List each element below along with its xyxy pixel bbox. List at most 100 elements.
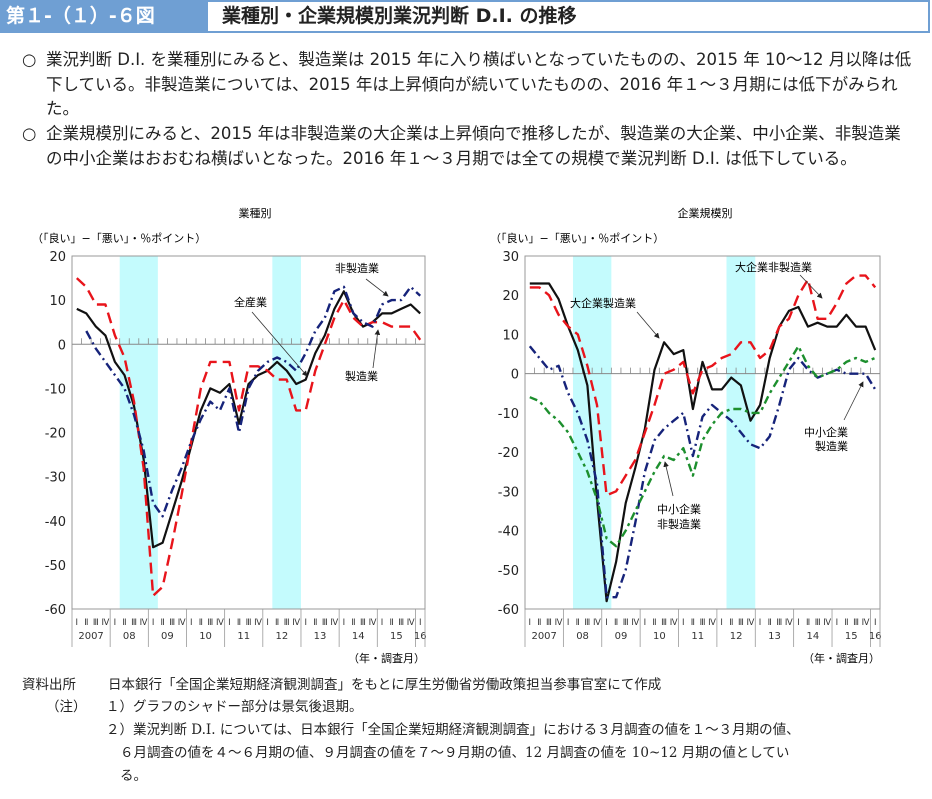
annotation-arrow — [251, 311, 308, 377]
quarter-label: Ⅲ — [169, 618, 175, 628]
quarter-label: Ⅳ — [708, 618, 716, 628]
quarter-label: Ⅰ — [76, 618, 79, 628]
source-text: 日本銀行「全国企業短期経済観測調査」をもとに厚生労働省労働政策担当参事官室にて作… — [108, 677, 662, 693]
year-label: 12 — [730, 631, 743, 642]
quarter-label: Ⅲ — [584, 618, 590, 628]
year-label: 14 — [352, 631, 365, 642]
quarter-label: Ⅲ — [776, 618, 782, 628]
quarter-label: Ⅰ — [114, 618, 117, 628]
y-tick-label: -20 — [498, 446, 519, 461]
y-tick-label: -30 — [498, 485, 519, 500]
quarter-label: Ⅰ — [682, 618, 685, 628]
quarter-label: Ⅲ — [853, 618, 859, 628]
quarter-label: Ⅰ — [644, 618, 647, 628]
quarter-label: Ⅲ — [284, 618, 290, 628]
annotation-large-manufacturing: 大企業製造業 — [570, 296, 636, 310]
y-tick-label: -30 — [45, 471, 66, 486]
y-tick-label: -10 — [498, 407, 519, 422]
quarter-label: Ⅳ — [407, 618, 415, 628]
quarter-label: Ⅳ — [101, 618, 109, 628]
paragraph-text: 企業規模別にみると、2015 年は非製造業の大企業は上昇傾向で推移したが、製造業… — [46, 124, 901, 168]
annotation-arrow — [843, 381, 864, 421]
year-label: 10 — [653, 631, 666, 642]
quarter-label: Ⅲ — [322, 618, 328, 628]
series-line — [529, 274, 877, 497]
quarter-label: Ⅳ — [254, 618, 262, 628]
annotation-arrow — [365, 278, 389, 297]
x-axis-label: （年・調査月） — [803, 651, 880, 665]
annotation-arrow — [372, 329, 381, 369]
quarter-label: Ⅰ — [343, 618, 346, 628]
quarter-label: Ⅲ — [738, 618, 744, 628]
quarter-label: Ⅰ — [836, 618, 839, 628]
y-tick-label: 0 — [58, 338, 66, 353]
quarter-label: Ⅳ — [178, 618, 186, 628]
y-tick-label: 10 — [502, 328, 519, 343]
quarter-label: Ⅰ — [797, 618, 800, 628]
y-tick-label: -50 — [45, 559, 66, 574]
figure-title: 業種別・企業規模別業況判断 D.I. の推移 — [208, 0, 930, 33]
quarter-label: Ⅲ — [661, 618, 667, 628]
quarter-label: Ⅰ — [874, 618, 877, 628]
quarter-label: Ⅱ — [844, 618, 848, 628]
annotations: 大企業非製造業 大企業製造業 中小企業 製造業 中小企業 非製造業 — [570, 260, 864, 531]
quarter-label: Ⅰ — [381, 618, 384, 628]
y-tick-label: -50 — [498, 564, 519, 579]
x-axis-label: （年・調査月） — [348, 651, 425, 665]
quarter-label: Ⅳ — [555, 618, 563, 628]
y-tick-label: 20 — [49, 250, 66, 265]
y-tick-label: 0 — [511, 368, 519, 383]
quarter-label: Ⅲ — [131, 618, 137, 628]
quarter-label: Ⅱ — [768, 618, 772, 628]
note-2-line-1: ２）業況判断 D.I. については、日本銀行「全国企業短期経済観測調査」における… — [106, 722, 800, 738]
year-label: 13 — [768, 631, 781, 642]
quarter-label: Ⅱ — [161, 618, 165, 628]
year-label: 2007 — [531, 631, 556, 642]
quarter-label: Ⅳ — [862, 618, 870, 628]
quarter-label: Ⅱ — [806, 618, 810, 628]
year-label: 12 — [276, 631, 289, 642]
y-tick-label: -40 — [45, 515, 66, 530]
series-line — [529, 344, 876, 548]
quarter-label: Ⅳ — [216, 618, 224, 628]
y-tick-label: -60 — [45, 603, 66, 618]
quarter-label: Ⅳ — [330, 618, 338, 628]
note-1: １）グラフのシャドー部分は景気後退期。 — [106, 699, 363, 715]
bullet-icon: ○ — [22, 50, 37, 69]
y-tick-label: -40 — [498, 525, 519, 540]
quarter-label: Ⅳ — [140, 618, 148, 628]
year-label: 11 — [691, 631, 704, 642]
series-line — [529, 282, 877, 603]
quarter-label: Ⅳ — [747, 618, 755, 628]
quarter-label: Ⅲ — [623, 618, 629, 628]
quarter-label: Ⅰ — [529, 618, 532, 628]
y-axis-label: （「良い」−「悪い」・％ポイント） — [32, 231, 206, 245]
note-label: （注） — [46, 699, 87, 715]
figure-header: 第１-（１）-６図 業種別・企業規模別業況判断 D.I. の推移 — [0, 0, 930, 33]
series-line — [76, 290, 421, 549]
y-tick-label: 30 — [502, 250, 519, 265]
quarter-label: Ⅱ — [237, 618, 241, 628]
quarter-label: Ⅱ — [390, 618, 394, 628]
paragraph-text: 業況判断 D.I. を業種別にみると、製造業は 2015 年に入り横ばいとなって… — [46, 50, 912, 118]
quarter-label: Ⅰ — [759, 618, 762, 628]
quarter-label: Ⅳ — [292, 618, 300, 628]
quarter-label: Ⅳ — [785, 618, 793, 628]
quarter-label: Ⅱ — [275, 618, 279, 628]
annotation-arrow — [636, 311, 660, 339]
y-axis-label: （「良い」−「悪い」・％ポイント） — [490, 231, 664, 245]
quarter-label: Ⅱ — [313, 618, 317, 628]
paragraph-2: ○ 企業規模別にみると、2015 年は非製造業の大企業は上昇傾向で推移したが、製… — [22, 122, 912, 171]
series-line — [85, 285, 422, 518]
chart-title: 企業規模別 — [678, 206, 733, 220]
year-label: 11 — [237, 631, 250, 642]
quarter-label: Ⅳ — [369, 618, 377, 628]
quarter-label: Ⅰ — [152, 618, 155, 628]
annotations: 非製造業 全産業 製造業 — [234, 261, 389, 383]
paragraph-1: ○ 業況判断 D.I. を業種別にみると、製造業は 2015 年に入り横ばいとな… — [22, 48, 912, 122]
year-label: 08 — [576, 631, 589, 642]
quarter-label: Ⅱ — [199, 618, 203, 628]
source-label: 資料出所 — [22, 677, 76, 693]
annotation-non-manufacturing: 非製造業 — [335, 261, 379, 275]
quarter-label: Ⅱ — [729, 618, 733, 628]
